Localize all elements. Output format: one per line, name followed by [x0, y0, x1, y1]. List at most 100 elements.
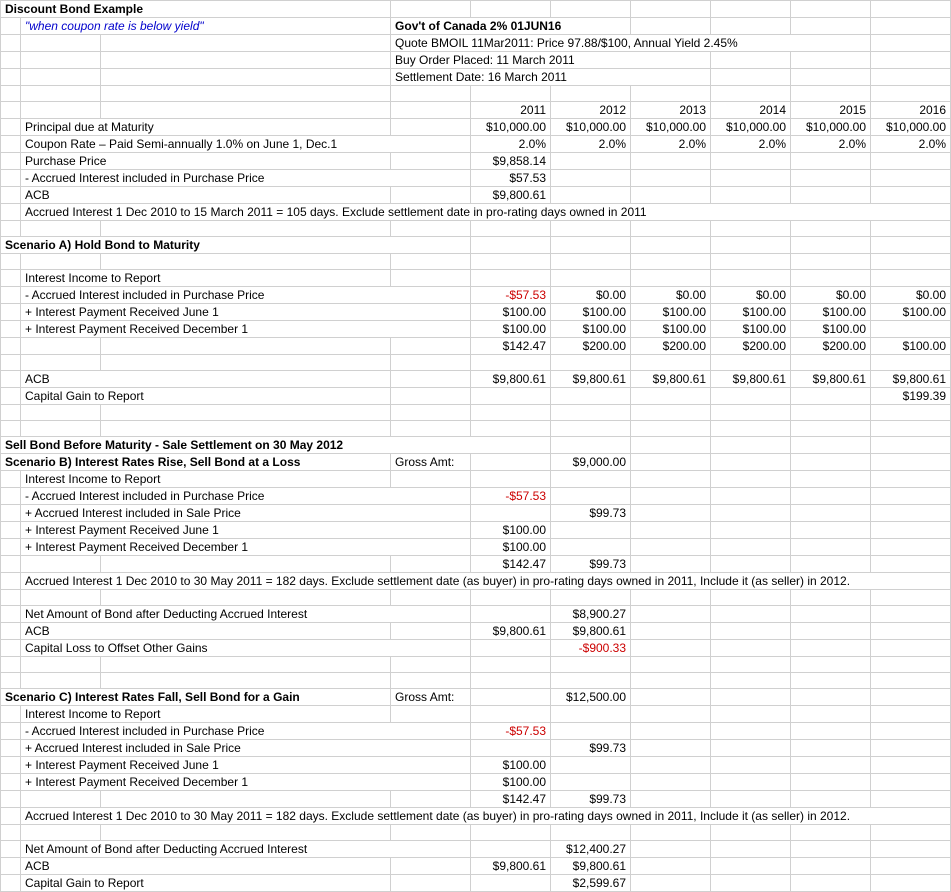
cell: $57.53 [471, 170, 551, 187]
gross-label: Gross Amt: [391, 689, 471, 706]
cell: $99.73 [551, 791, 631, 808]
year-header: 2016 [871, 102, 951, 119]
cell: $0.00 [551, 287, 631, 304]
label: + Interest Payment Received December 1 [21, 321, 471, 338]
year-header: 2012 [551, 102, 631, 119]
cell: $200.00 [791, 338, 871, 355]
year-header: 2014 [711, 102, 791, 119]
pprice-label: Purchase Price [21, 153, 391, 170]
label: Net Amount of Bond after Deducting Accru… [21, 606, 471, 623]
cell: $0.00 [631, 287, 711, 304]
label: Capital Gain to Report [21, 875, 391, 892]
scenario-b-heading: Scenario B) Interest Rates Rise, Sell Bo… [1, 454, 391, 471]
coupon-label: Coupon Rate – Paid Semi-annually 1.0% on… [21, 136, 471, 153]
cell: 2.0% [871, 136, 951, 153]
cell: $100.00 [711, 321, 791, 338]
cell: $10,000.00 [631, 119, 711, 136]
cell: $99.73 [551, 556, 631, 573]
subtitle: "when coupon rate is below yield" [21, 18, 391, 35]
cell: $0.00 [871, 287, 951, 304]
scenario-c-heading: Scenario C) Interest Rates Fall, Sell Bo… [1, 689, 391, 706]
label: + Accrued Interest included in Sale Pric… [21, 740, 471, 757]
cell: $9,858.14 [471, 153, 551, 170]
cell: $9,800.61 [631, 371, 711, 388]
cell: $99.73 [551, 740, 631, 757]
cell: $9,800.61 [471, 187, 551, 204]
cell: $9,000.00 [551, 454, 631, 471]
label: + Interest Payment Received June 1 [21, 522, 471, 539]
cell: $100.00 [631, 304, 711, 321]
principal-label: Principal due at Maturity [21, 119, 391, 136]
cell: $99.73 [551, 505, 631, 522]
cell: $10,000.00 [471, 119, 551, 136]
cell: $100.00 [551, 304, 631, 321]
cell: $142.47 [471, 791, 551, 808]
cell: $142.47 [471, 338, 551, 355]
spreadsheet: Discount Bond Example "when coupon rate … [0, 0, 951, 892]
cell: $100.00 [471, 304, 551, 321]
cell: $100.00 [791, 321, 871, 338]
cell: $100.00 [711, 304, 791, 321]
cell: 2.0% [631, 136, 711, 153]
accr-incl-label: - Accrued Interest included in Purchase … [21, 170, 471, 187]
cell: $10,000.00 [791, 119, 871, 136]
cell: $0.00 [711, 287, 791, 304]
year-header: 2013 [631, 102, 711, 119]
cell: $9,800.61 [551, 371, 631, 388]
cell: $100.00 [471, 774, 551, 791]
buy-order-line: Buy Order Placed: 11 March 2011 [391, 52, 711, 69]
cell: $100.00 [871, 338, 951, 355]
cell: $9,800.61 [471, 371, 551, 388]
quote-line: Quote BMOIL 11Mar2011: Price 97.88/$100,… [391, 35, 871, 52]
label: ACB [21, 623, 391, 640]
cell: $9,800.61 [711, 371, 791, 388]
label: ACB [21, 371, 391, 388]
cell: 2.0% [791, 136, 871, 153]
acb-label: ACB [21, 187, 391, 204]
cell: $100.00 [471, 539, 551, 556]
cell: $10,000.00 [551, 119, 631, 136]
label: + Interest Payment Received December 1 [21, 539, 471, 556]
cell: $9,800.61 [551, 858, 631, 875]
label: - Accrued Interest included in Purchase … [21, 287, 471, 304]
label: - Accrued Interest included in Purchase … [21, 723, 471, 740]
label: Interest Income to Report [21, 270, 391, 287]
cell: $199.39 [871, 388, 951, 405]
cell: $2,599.67 [551, 875, 631, 892]
sell-heading: Sell Bond Before Maturity - Sale Settlem… [1, 437, 551, 454]
cell: $9,800.61 [791, 371, 871, 388]
label: Net Amount of Bond after Deducting Accru… [21, 841, 471, 858]
cell: $142.47 [471, 556, 551, 573]
cell: $200.00 [631, 338, 711, 355]
label: - Accrued Interest included in Purchase … [21, 488, 471, 505]
cell: $100.00 [871, 304, 951, 321]
cell: $200.00 [551, 338, 631, 355]
accrued-note: Accrued Interest 1 Dec 2010 to 15 March … [21, 204, 951, 221]
label: Interest Income to Report [21, 471, 391, 488]
cell: -$57.53 [471, 488, 551, 505]
label: + Interest Payment Received December 1 [21, 774, 471, 791]
settlement-line: Settlement Date: 16 March 2011 [391, 69, 711, 86]
cell: $12,400.27 [551, 841, 631, 858]
cell: $8,900.27 [551, 606, 631, 623]
cell: $9,800.61 [471, 623, 551, 640]
cell: -$900.33 [551, 640, 631, 657]
cell: $0.00 [791, 287, 871, 304]
year-header: 2011 [471, 102, 551, 119]
label: Capital Gain to Report [21, 388, 391, 405]
cell: -$57.53 [471, 287, 551, 304]
cell: -$57.53 [471, 723, 551, 740]
gross-label: Gross Amt: [391, 454, 471, 471]
year-header: 2015 [791, 102, 871, 119]
cell: $9,800.61 [551, 623, 631, 640]
label: + Accrued Interest included in Sale Pric… [21, 505, 471, 522]
cell: 2.0% [711, 136, 791, 153]
cell: $100.00 [471, 757, 551, 774]
label: Capital Loss to Offset Other Gains [21, 640, 471, 657]
cell: $100.00 [791, 304, 871, 321]
cell: $10,000.00 [871, 119, 951, 136]
bond-name: Gov't of Canada 2% 01JUN16 [391, 18, 631, 35]
label: + Interest Payment Received June 1 [21, 757, 471, 774]
cell: $12,500.00 [551, 689, 631, 706]
cell: $100.00 [631, 321, 711, 338]
